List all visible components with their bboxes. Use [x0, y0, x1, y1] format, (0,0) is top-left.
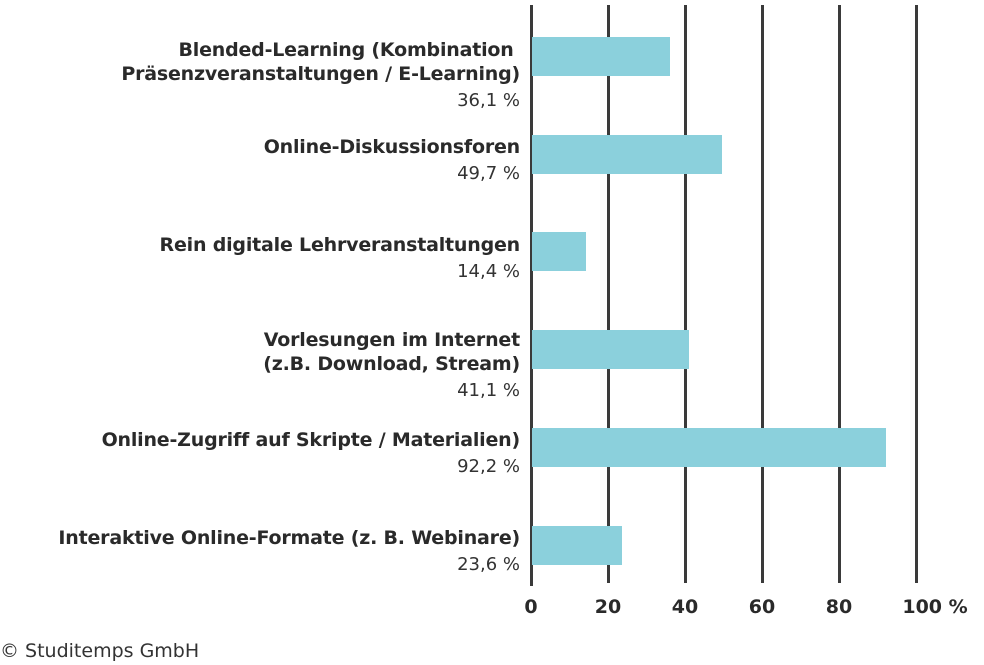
category-label: Online-Diskussionsforen	[263, 136, 520, 158]
x-tick-40: 40	[671, 596, 699, 618]
value-label: 92,2 %	[457, 456, 520, 477]
x-tick-60: 60	[748, 596, 776, 618]
bar-online-zugriff	[532, 428, 886, 467]
category-label: Rein digitale Lehrveranstaltungen	[159, 234, 521, 256]
category-label: Vorlesungen im Internet (z.B. Download, …	[263, 329, 520, 375]
value-label: 23,6 %	[457, 554, 520, 575]
category-label: Blended-Learning (Kombination Präsenzver…	[121, 39, 520, 85]
bar-interaktive-formate	[532, 526, 622, 565]
bar-online-diskussionsforen	[532, 135, 722, 174]
gridline-80	[838, 5, 841, 583]
category-blended-learning: Blended-Learning (Kombination Präsenzver…	[121, 38, 520, 112]
category-label: Interaktive Online-Formate (z. B. Webina…	[58, 527, 520, 549]
category-vorlesungen-internet: Vorlesungen im Internet (z.B. Download, …	[263, 328, 520, 402]
category-online-diskussionsforen: Online-Diskussionsforen 49,7 %	[264, 135, 520, 185]
category-rein-digitale: Rein digitale Lehrveranstaltungen 14,4 %	[159, 233, 521, 283]
bar-blended-learning	[532, 37, 670, 76]
x-tick-100: 100 %	[902, 596, 968, 618]
category-interaktive-formate: Interaktive Online-Formate (z. B. Webina…	[58, 526, 520, 576]
x-tick-80: 80	[825, 596, 853, 618]
gridline-100	[915, 5, 918, 583]
copyright-notice: © Studitemps GmbH	[0, 640, 200, 662]
bar-vorlesungen-internet	[532, 330, 689, 369]
x-tick-20: 20	[594, 596, 622, 618]
value-label: 49,7 %	[457, 163, 520, 184]
bar-rein-digitale	[532, 232, 586, 271]
category-label: Online-Zugriff auf Skripte / Materialien…	[101, 429, 521, 451]
gridline-40	[684, 5, 687, 583]
gridline-20	[607, 5, 610, 583]
value-label: 36,1 %	[457, 90, 520, 111]
gridline-60	[761, 5, 764, 583]
value-label: 41,1 %	[457, 380, 520, 401]
x-tick-0: 0	[524, 596, 538, 618]
value-label: 14,4 %	[457, 261, 520, 282]
gridline-0	[530, 5, 533, 586]
category-online-zugriff: Online-Zugriff auf Skripte / Materialien…	[101, 428, 521, 478]
